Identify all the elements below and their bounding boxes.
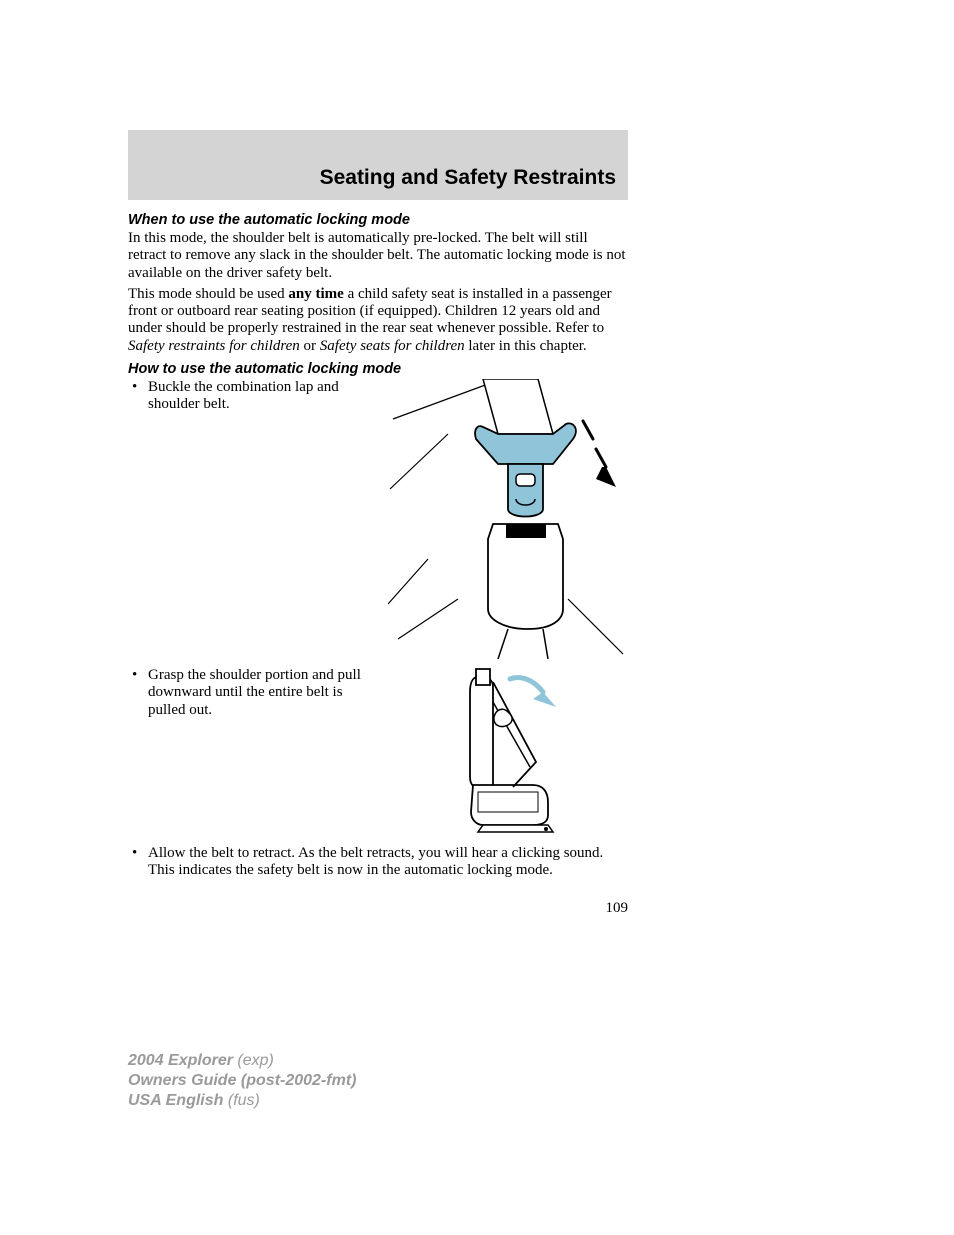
text: (fus) [228,1092,260,1109]
paragraph: In this mode, the shoulder belt is autom… [128,230,628,282]
text-bold: USA English [128,1092,228,1109]
seatbelt-buckle-icon [388,379,628,659]
text-bold: 2004 Explorer [128,1052,237,1069]
text-italic: Safety seats for children [320,338,465,354]
section-header-bar: Seating and Safety Restraints [128,130,628,200]
step-row-3: Allow the belt to retract. As the belt r… [128,845,628,880]
text-bold: any time [288,286,343,302]
figure-seat [388,667,628,837]
page-number: 109 [128,900,628,917]
seat-pull-belt-icon [438,667,578,837]
footer-line: 2004 Explorer (exp) [128,1051,356,1071]
text-bold: Owners Guide (post-2002-fmt) [128,1072,356,1089]
step-row-1: Buckle the combination lap and shoulder … [128,379,628,659]
list-item: Allow the belt to retract. As the belt r… [128,845,628,880]
text: This mode should be used [128,286,288,302]
paragraph: This mode should be used any time a chil… [128,286,628,355]
step-row-2: Grasp the shoulder portion and pull down… [128,667,628,837]
text: or [300,338,320,354]
footer-line: Owners Guide (post-2002-fmt) [128,1071,356,1091]
section-title: Seating and Safety Restraints [320,166,616,190]
footer-line: USA English (fus) [128,1091,356,1111]
subheading-how: How to use the automatic locking mode [128,361,628,377]
footer: 2004 Explorer (exp) Owners Guide (post-2… [128,1051,356,1111]
subheading-when: When to use the automatic locking mode [128,212,628,228]
text: (exp) [237,1052,273,1069]
text: later in this chapter. [465,338,587,354]
list-item: Grasp the shoulder portion and pull down… [128,667,378,720]
text-italic: Safety restraints for children [128,338,300,354]
list-item: Buckle the combination lap and shoulder … [128,379,378,414]
figure-buckle [388,379,628,659]
body-content: When to use the automatic locking mode I… [128,200,628,917]
page-content: Seating and Safety Restraints When to us… [128,130,628,917]
